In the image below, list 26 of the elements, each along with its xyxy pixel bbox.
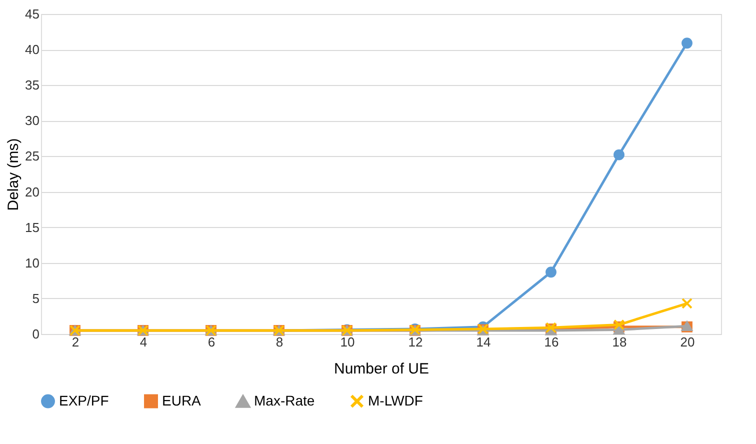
y-tick-label: 25: [25, 148, 40, 164]
legend-label: Max-Rate: [254, 392, 315, 409]
y-tick-label: 10: [25, 255, 40, 270]
x-tick-label: 8: [276, 334, 284, 350]
legend-label: EURA: [162, 392, 202, 408]
x-tick-label: 20: [680, 334, 695, 350]
x-tick-label: 10: [340, 334, 355, 350]
y-tick-label: 5: [32, 290, 40, 306]
legend-label: EXP/PF: [59, 392, 109, 408]
x-tick-label: 18: [612, 334, 627, 350]
y-tick-label: 20: [25, 184, 40, 200]
y-tick-label: 45: [25, 6, 40, 22]
x-tick-label: 6: [208, 334, 216, 350]
x-tick-label: 4: [140, 334, 148, 350]
x-tick-label: 12: [408, 334, 423, 350]
y-tick-label: 35: [25, 78, 40, 93]
x-tick-label: 2: [72, 334, 80, 350]
y-axis-title: Delay (ms): [5, 138, 22, 211]
x-tick-label: 14: [476, 334, 491, 350]
x-axis-title: Number of UE: [334, 360, 430, 378]
y-tick-label: 30: [25, 113, 40, 128]
y-tick-label: 15: [25, 220, 40, 235]
y-tick-label: 0: [32, 326, 40, 342]
legend-label: M-LWDF: [368, 392, 423, 408]
x-tick-label: 16: [544, 334, 559, 350]
y-tick-label: 40: [25, 42, 40, 58]
